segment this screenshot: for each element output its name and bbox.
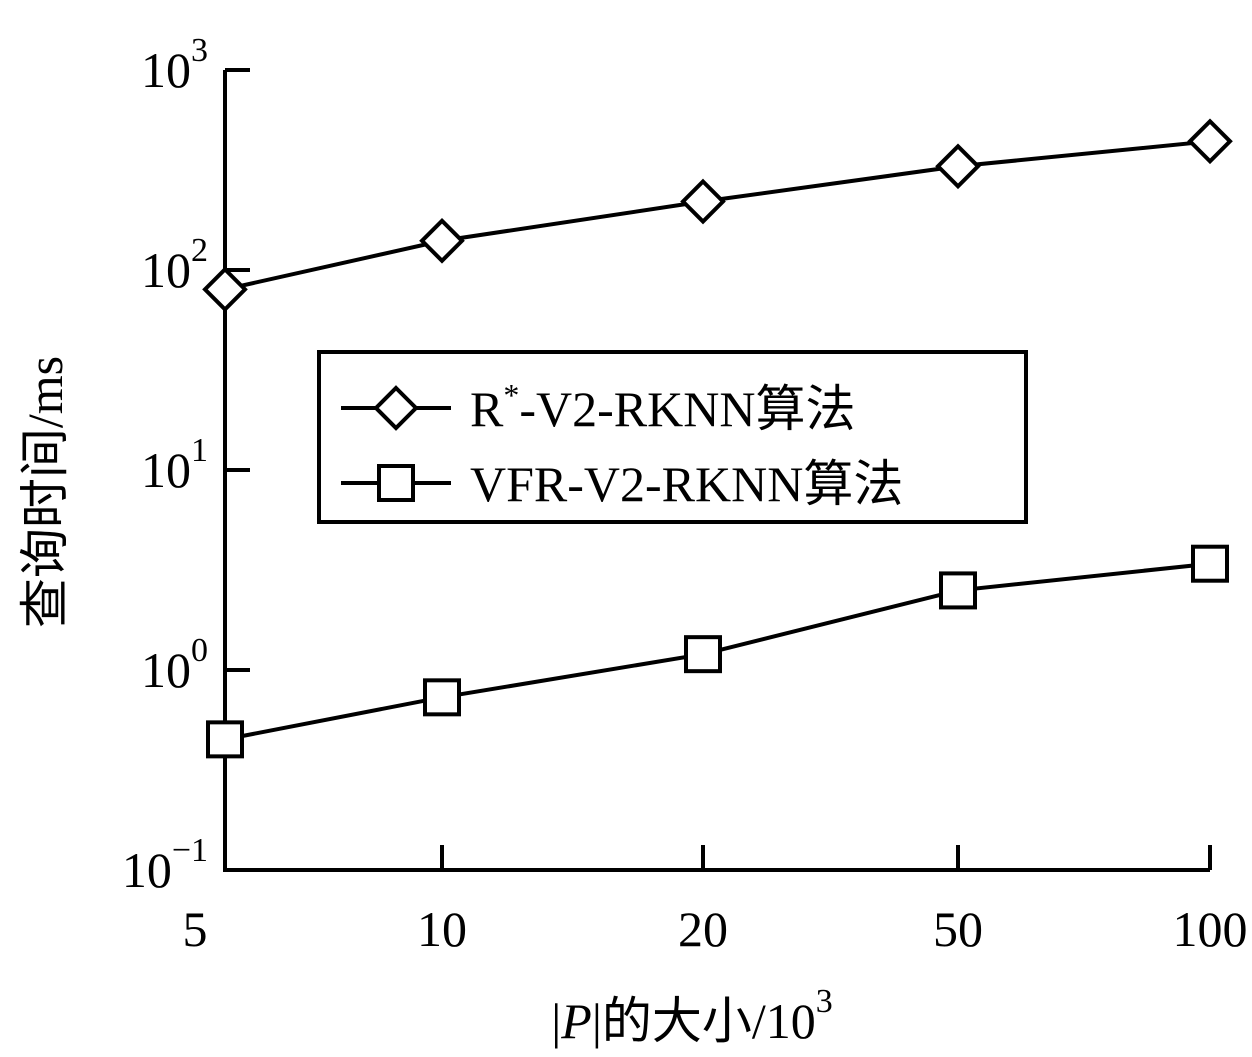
y-tick-label-exponent: 3	[191, 32, 208, 69]
x-tick-label: 100	[1173, 901, 1248, 957]
legend-label: VFR-V2-RKNN算法	[470, 456, 903, 512]
data-point-diamond	[202, 266, 248, 313]
x-axis-title-exponent: 3	[816, 983, 833, 1020]
legend-label-text: VFR-V2-RKNN算法	[470, 456, 903, 512]
data-point-square	[206, 720, 244, 759]
data-point-diamond	[1187, 118, 1233, 165]
data-point-diamond	[419, 217, 465, 264]
y-tick-label-base: 10	[122, 842, 172, 898]
data-point-square	[1191, 544, 1229, 583]
y-tick-label-exponent: 1	[191, 432, 208, 469]
y-tick-label-exponent: 2	[191, 232, 208, 269]
legend-marker-square	[377, 464, 415, 502]
x-axis-title: |P|的大小/103	[551, 983, 832, 1049]
legend-box	[317, 350, 1028, 524]
legend-label: R*-V2-RKNN算法	[470, 377, 855, 437]
legend-marker-diamond	[373, 385, 419, 431]
y-tick-label: 101	[141, 432, 208, 498]
series-line-1	[224, 139, 1211, 292]
x-tick-label: 20	[678, 901, 728, 957]
y-tick-label: 100	[141, 632, 208, 698]
x-tick-label: 50	[933, 901, 983, 957]
y-tick-label-base: 10	[141, 442, 191, 498]
x-axis-title-bar: |	[592, 993, 602, 1049]
legend-label-text: R	[470, 381, 504, 437]
legend-label-superscript: *	[503, 377, 519, 413]
data-point-square	[939, 571, 977, 610]
y-tick-label-exponent: 0	[191, 632, 208, 669]
data-point-square	[684, 635, 722, 674]
x-tick-label: 10	[417, 901, 467, 957]
legend-label-text: -V2-RKNN算法	[519, 381, 855, 437]
y-tick-label-base: 10	[141, 42, 191, 98]
y-tick-label: 103	[141, 32, 208, 98]
y-tick-label-base: 10	[141, 642, 191, 698]
y-tick-label-base: 10	[141, 242, 191, 298]
x-axis-title-variable: P	[560, 993, 592, 1049]
data-point-square	[423, 678, 461, 717]
y-tick-label-exponent: −1	[172, 832, 208, 869]
y-tick-label: 10−1	[122, 832, 208, 898]
x-tick-label: 5	[183, 901, 208, 957]
x-axis-title-bar: |	[551, 993, 561, 1049]
data-point-diamond	[935, 143, 981, 190]
y-tick-label: 102	[141, 232, 208, 298]
data-point-diamond	[680, 178, 726, 225]
x-axis-title-text: 的大小/10	[602, 993, 816, 1049]
y-axis-title: 查询时间/ms	[17, 356, 73, 628]
